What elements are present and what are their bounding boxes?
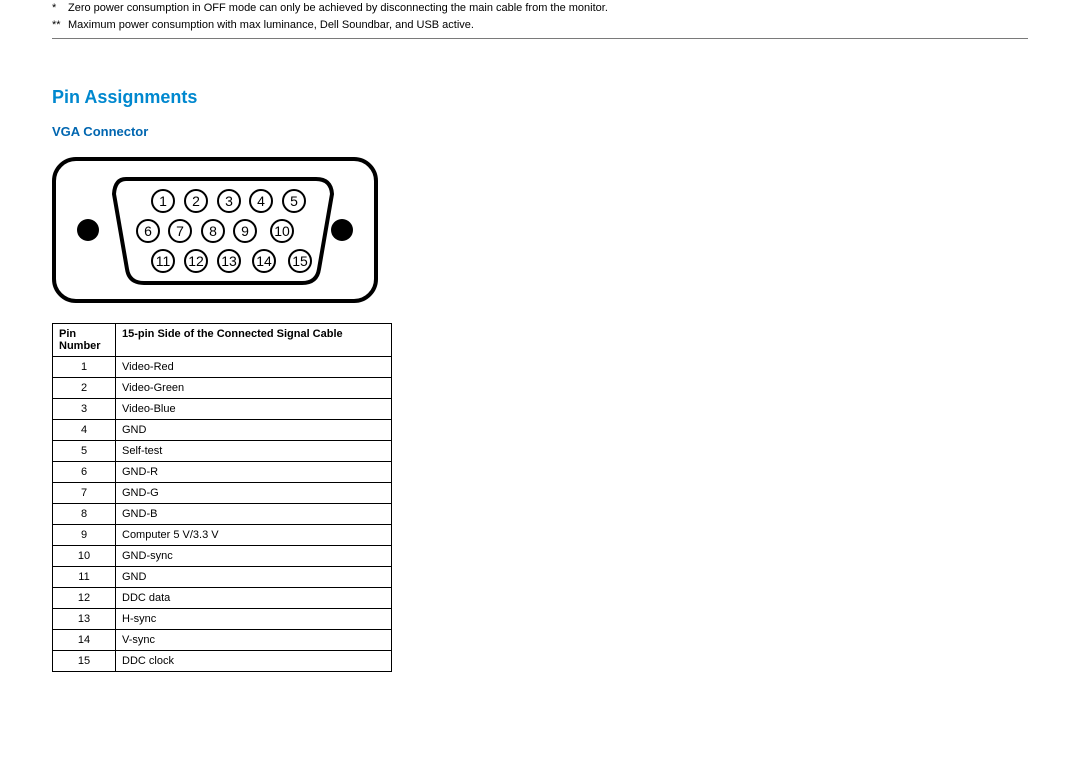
cell-pin-number: 1 — [53, 357, 116, 378]
cell-pin-desc: Video-Red — [116, 357, 392, 378]
pin-number-label: 6 — [144, 223, 152, 239]
cell-pin-desc: GND — [116, 567, 392, 588]
cell-pin-number: 5 — [53, 441, 116, 462]
vga-connector-diagram: 123456789101112131415 — [52, 157, 378, 303]
cell-pin-number: 9 — [53, 525, 116, 546]
divider — [52, 38, 1028, 39]
pin-number-label: 1 — [159, 193, 167, 209]
pin-number-label: 7 — [176, 223, 184, 239]
pin-number-label: 2 — [192, 193, 200, 209]
pin-number-label: 13 — [221, 253, 237, 269]
table-row: 8GND-B — [53, 504, 392, 525]
cell-pin-desc: Video-Green — [116, 378, 392, 399]
pin-number-label: 12 — [188, 253, 204, 269]
cell-pin-number: 6 — [53, 462, 116, 483]
cell-pin-desc: H-sync — [116, 609, 392, 630]
cell-pin-desc: Self-test — [116, 441, 392, 462]
table-row: 3Video-Blue — [53, 399, 392, 420]
cell-pin-number: 4 — [53, 420, 116, 441]
cell-pin-number: 11 — [53, 567, 116, 588]
pin-number-label: 10 — [274, 223, 290, 239]
vga-svg: 123456789101112131415 — [56, 161, 374, 299]
pin-number-label: 14 — [256, 253, 272, 269]
table-row: 11GND — [53, 567, 392, 588]
pin-number-label: 11 — [156, 253, 171, 269]
table-row: 1Video-Red — [53, 357, 392, 378]
cell-pin-number: 14 — [53, 630, 116, 651]
table-row: 15DDC clock — [53, 651, 392, 672]
table-row: 9Computer 5 V/3.3 V — [53, 525, 392, 546]
cell-pin-desc: GND-B — [116, 504, 392, 525]
cell-pin-desc: GND-G — [116, 483, 392, 504]
footnotes: * Zero power consumption in OFF mode can… — [52, 0, 1028, 33]
cell-pin-desc: Computer 5 V/3.3 V — [116, 525, 392, 546]
table-row: 7GND-G — [53, 483, 392, 504]
table-row: 13H-sync — [53, 609, 392, 630]
screw-right-icon — [331, 219, 353, 241]
table-row: 14V-sync — [53, 630, 392, 651]
cell-pin-desc: GND-sync — [116, 546, 392, 567]
col-header-desc: 15-pin Side of the Connected Signal Cabl… — [116, 324, 392, 357]
subheading: VGA Connector — [52, 124, 1028, 139]
cell-pin-desc: DDC clock — [116, 651, 392, 672]
table-row: 6GND-R — [53, 462, 392, 483]
screw-left-icon — [77, 219, 99, 241]
section-title: Pin Assignments — [52, 87, 1028, 108]
footnote-mark: ** — [52, 17, 68, 34]
cell-pin-number: 7 — [53, 483, 116, 504]
cell-pin-number: 8 — [53, 504, 116, 525]
pin-number-label: 5 — [290, 193, 298, 209]
table-row: 5Self-test — [53, 441, 392, 462]
pin-number-label: 9 — [241, 223, 249, 239]
cell-pin-desc: V-sync — [116, 630, 392, 651]
pin-number-label: 3 — [225, 193, 233, 209]
pin-number-label: 15 — [292, 253, 308, 269]
footnote-row: * Zero power consumption in OFF mode can… — [52, 0, 1028, 17]
pin-assignment-table: Pin Number 15-pin Side of the Connected … — [52, 323, 392, 672]
cell-pin-number: 15 — [53, 651, 116, 672]
cell-pin-desc: GND — [116, 420, 392, 441]
col-header-pin: Pin Number — [53, 324, 116, 357]
cell-pin-desc: Video-Blue — [116, 399, 392, 420]
cell-pin-number: 2 — [53, 378, 116, 399]
cell-pin-desc: GND-R — [116, 462, 392, 483]
cell-pin-number: 13 — [53, 609, 116, 630]
pin-number-label: 8 — [209, 223, 217, 239]
cell-pin-number: 10 — [53, 546, 116, 567]
footnote-text: Maximum power consumption with max lumin… — [68, 17, 474, 34]
table-row: 10GND-sync — [53, 546, 392, 567]
table-row: 2Video-Green — [53, 378, 392, 399]
footnote-row: ** Maximum power consumption with max lu… — [52, 17, 1028, 34]
pin-group: 123456789101112131415 — [137, 190, 311, 272]
cell-pin-number: 12 — [53, 588, 116, 609]
footnote-text: Zero power consumption in OFF mode can o… — [68, 0, 608, 17]
table-row: 4GND — [53, 420, 392, 441]
footnote-mark: * — [52, 0, 68, 17]
pin-number-label: 4 — [257, 193, 265, 209]
cell-pin-number: 3 — [53, 399, 116, 420]
table-row: 12DDC data — [53, 588, 392, 609]
table-header-row: Pin Number 15-pin Side of the Connected … — [53, 324, 392, 357]
cell-pin-desc: DDC data — [116, 588, 392, 609]
